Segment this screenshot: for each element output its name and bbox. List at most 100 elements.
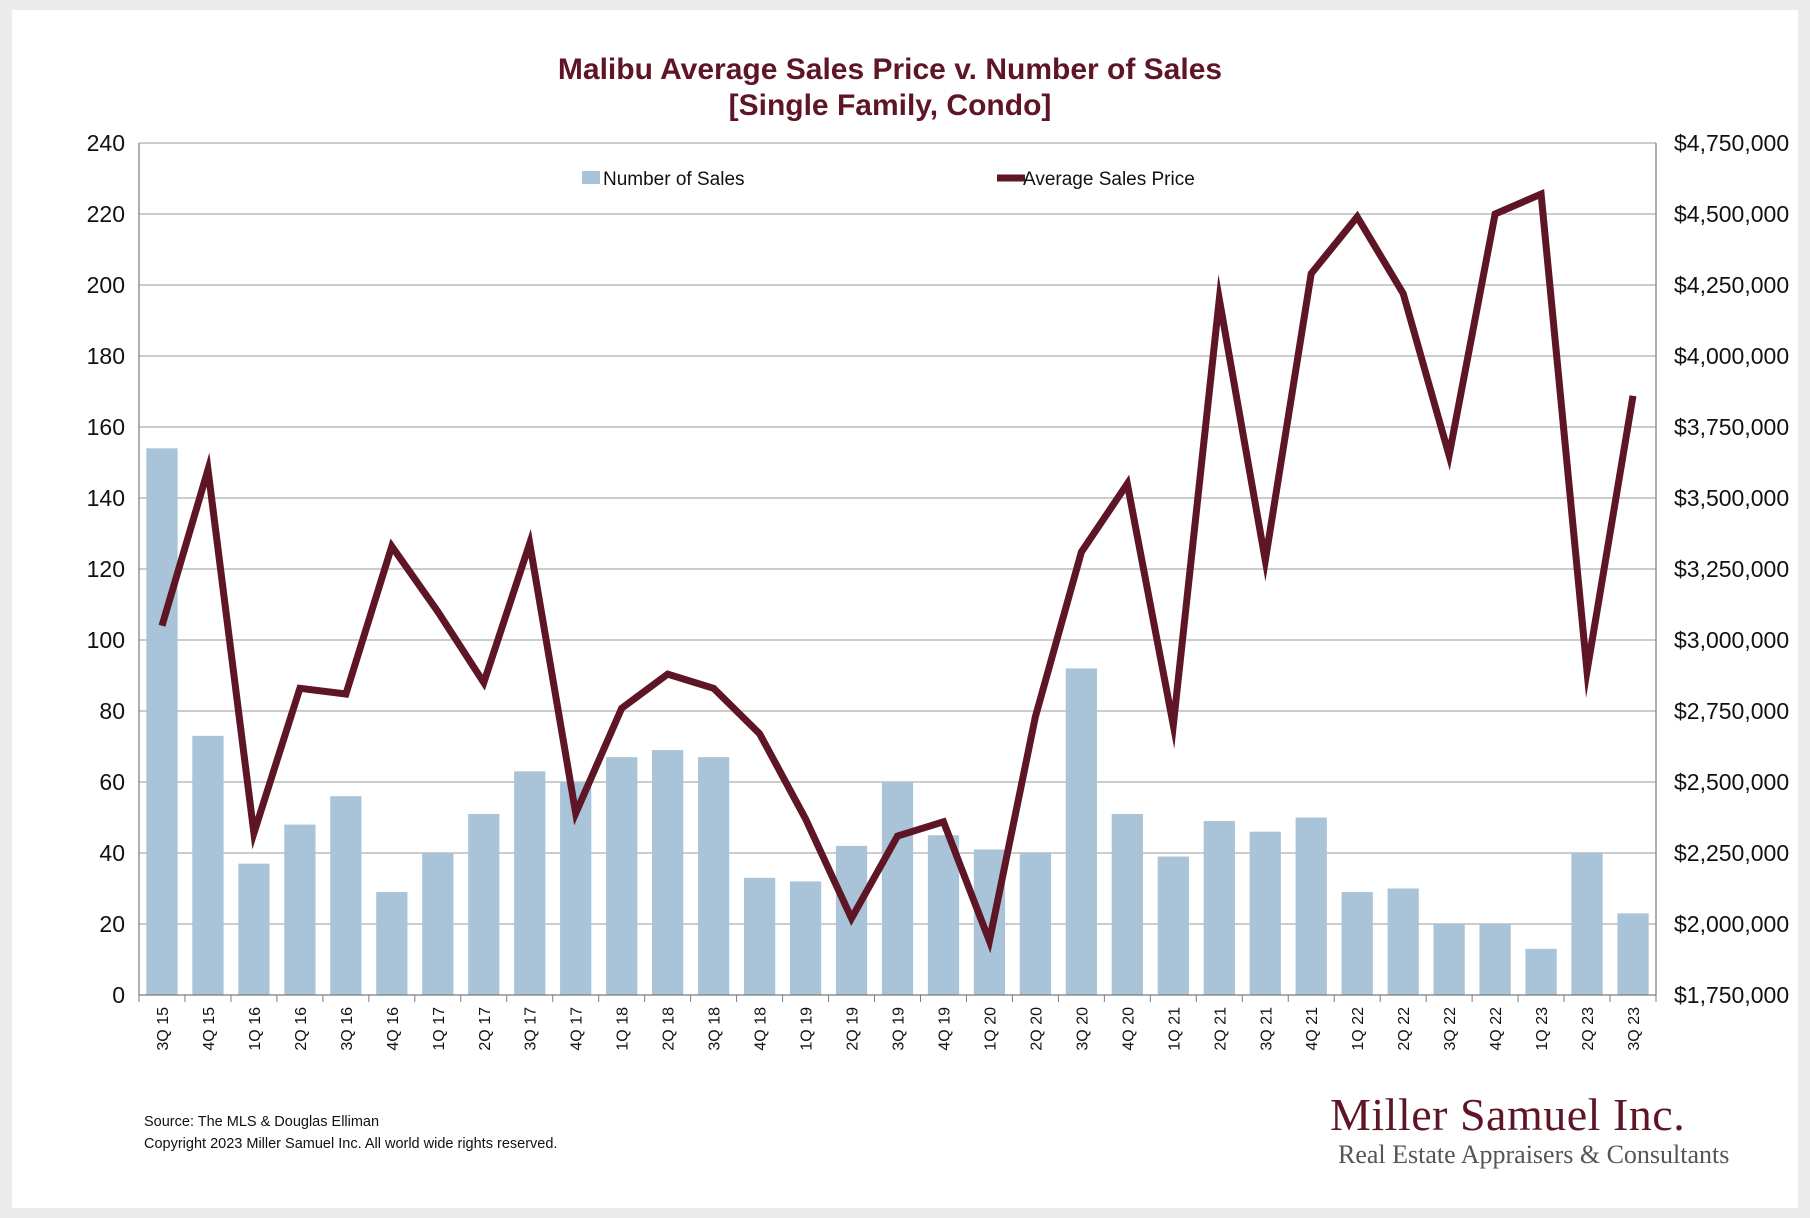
y-left-tick-label: 60 (99, 769, 125, 795)
y-left-tick-label: 80 (99, 698, 125, 724)
bar-number-of-sales (468, 813, 500, 995)
bar-number-of-sales (652, 750, 684, 995)
y-right-tick-label: $2,500,000 (1674, 769, 1789, 795)
x-tick-label: 1Q 19 (799, 1007, 816, 1051)
y-left-tick-label: 220 (87, 201, 125, 227)
bar-number-of-sales (1433, 924, 1465, 995)
bar-number-of-sales (192, 735, 224, 995)
x-tick-label: 4Q 21 (1304, 1007, 1321, 1051)
bar-number-of-sales (1525, 948, 1557, 995)
bar-number-of-sales (789, 881, 822, 995)
x-tick-label: 3Q 23 (1626, 1007, 1643, 1051)
x-tick-label: 4Q 20 (1120, 1007, 1137, 1051)
legend: Number of Sales Average Sales Price (582, 169, 1195, 190)
y-right-tick-label: $3,000,000 (1674, 627, 1789, 653)
x-tick-label: 3Q 15 (155, 1007, 172, 1051)
y-right-tick-label: $4,250,000 (1674, 272, 1789, 298)
x-tick-label: 3Q 20 (1074, 1007, 1091, 1051)
x-tick-label: 1Q 20 (982, 1007, 999, 1051)
x-tick-label: 1Q 23 (1534, 1007, 1551, 1051)
bar-number-of-sales (1617, 913, 1649, 995)
y-right-tick-label: $3,500,000 (1674, 485, 1789, 511)
y-right-tick-label: $3,750,000 (1674, 414, 1789, 440)
x-tick-label: 4Q 22 (1488, 1007, 1505, 1051)
y-right-tick-label: $2,000,000 (1674, 911, 1789, 937)
bar-number-of-sales (1019, 853, 1052, 995)
x-tick-label: 4Q 16 (385, 1007, 402, 1051)
bar-number-of-sales (743, 877, 776, 995)
x-tick-label: 4Q 15 (201, 1007, 218, 1051)
bar-number-of-sales (1295, 817, 1327, 995)
y-right-tick-label: $4,750,000 (1674, 130, 1789, 156)
x-tick-label: 3Q 18 (707, 1007, 724, 1051)
x-tick-label: 3Q 22 (1442, 1007, 1459, 1051)
y-left-tick-label: 200 (87, 272, 125, 298)
x-tick-label: 3Q 21 (1258, 1007, 1275, 1051)
bar-number-of-sales (330, 796, 362, 995)
bar-number-of-sales (1341, 892, 1373, 995)
x-tick-label: 2Q 16 (293, 1007, 310, 1051)
chart-title: Malibu Average Sales Price v. Number of … (558, 53, 1222, 86)
bar-number-of-sales (1387, 888, 1419, 995)
bar-number-of-sales (284, 824, 316, 995)
bar-number-of-sales (514, 771, 546, 995)
chart-subtitle: [Single Family, Condo] (729, 89, 1052, 122)
bar-number-of-sales (238, 863, 270, 995)
x-tick-label: 2Q 17 (477, 1007, 494, 1051)
bar-number-of-sales (1571, 853, 1603, 995)
y-left-tick-label: 180 (87, 343, 125, 369)
x-tick-label: 1Q 18 (615, 1007, 632, 1051)
y-right-tick-label: $1,750,000 (1674, 982, 1789, 1008)
copyright-note: Copyright 2023 Miller Samuel Inc. All wo… (144, 1136, 558, 1152)
x-tick-label: 1Q 22 (1350, 1007, 1367, 1051)
bar-number-of-sales (1157, 856, 1189, 995)
company-logo-tagline: Real Estate Appraisers & Consultants (1338, 1140, 1730, 1169)
x-tick-label: 3Q 17 (523, 1007, 540, 1051)
x-tick-label: 3Q 16 (339, 1007, 356, 1051)
bar-number-of-sales (1203, 821, 1235, 995)
bar-number-of-sales (881, 782, 914, 995)
bar-series (146, 448, 1649, 995)
legend-label-average-sales-price: Average Sales Price (1023, 169, 1195, 190)
bar-number-of-sales (376, 892, 408, 995)
x-tick-label: 4Q 19 (937, 1007, 954, 1051)
bar-number-of-sales (1065, 668, 1098, 995)
line-average-sales-price (158, 188, 1637, 954)
line-series (158, 188, 1637, 954)
x-tick-label: 2Q 18 (661, 1007, 678, 1051)
y-left-tick-label: 40 (99, 840, 125, 866)
axes: 0 $1,750,000 20 $2,000,000 40 $2,250,000 60 $2,… (87, 130, 1790, 1051)
y-left-tick-label: 120 (87, 556, 125, 582)
y-right-tick-label: $2,250,000 (1674, 840, 1789, 866)
y-right-tick-label: $2,750,000 (1674, 698, 1789, 724)
legend-swatch-number-of-sales (582, 171, 600, 184)
y-right-tick-label: $4,500,000 (1674, 201, 1789, 227)
x-tick-label: 2Q 23 (1580, 1007, 1597, 1051)
y-right-tick-label: $4,000,000 (1674, 343, 1789, 369)
x-tick-label: 3Q 19 (891, 1007, 908, 1051)
bar-number-of-sales (1249, 831, 1281, 995)
x-tick-label: 1Q 17 (431, 1007, 448, 1051)
x-tick-label: 2Q 22 (1396, 1007, 1413, 1051)
legend-label-number-of-sales: Number of Sales (603, 169, 745, 190)
y-left-tick-label: 0 (112, 982, 125, 1008)
y-left-tick-label: 160 (87, 414, 125, 440)
bar-number-of-sales (697, 757, 730, 995)
x-tick-label: 2Q 20 (1028, 1007, 1045, 1051)
bar-number-of-sales (1479, 924, 1511, 995)
bar-number-of-sales (146, 448, 178, 995)
x-tick-label: 2Q 19 (845, 1007, 862, 1051)
y-left-tick-label: 240 (87, 130, 125, 156)
bar-number-of-sales (927, 835, 960, 995)
y-right-tick-label: $3,250,000 (1674, 556, 1789, 582)
x-tick-label: 1Q 21 (1166, 1007, 1183, 1051)
x-tick-label: 4Q 17 (569, 1007, 586, 1051)
y-left-tick-label: 100 (87, 627, 125, 653)
bar-number-of-sales (422, 853, 454, 995)
x-tick-label: 2Q 21 (1212, 1007, 1229, 1051)
bar-number-of-sales (606, 757, 638, 995)
x-tick-label: 4Q 18 (753, 1007, 770, 1051)
y-left-tick-label: 140 (87, 485, 125, 511)
source-note: Source: The MLS & Douglas Elliman (144, 1114, 380, 1130)
